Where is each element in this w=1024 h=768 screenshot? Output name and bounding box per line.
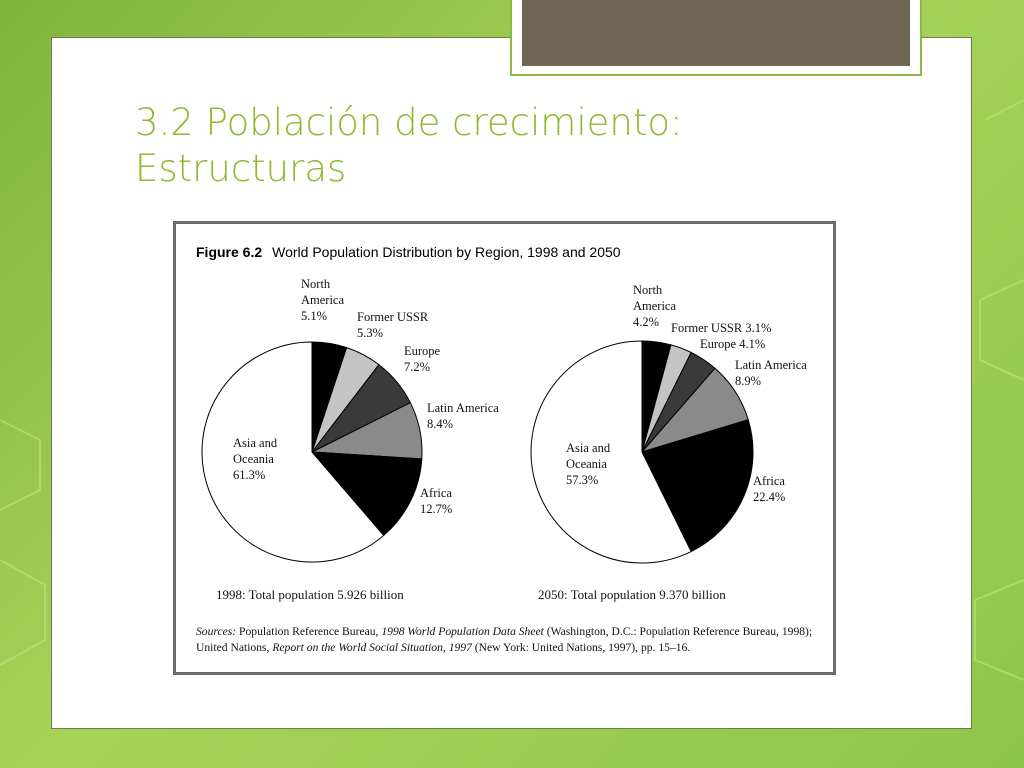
pie-slice-africa bbox=[310, 451, 423, 537]
slice-label-line: 4.2% bbox=[633, 315, 659, 329]
slice-label-line: America bbox=[633, 299, 676, 313]
slice-label-north-america: North America 5.1% bbox=[301, 277, 344, 323]
slice-label-line: Former USSR 3.1% bbox=[671, 321, 771, 335]
slice-label-line: 12.7% bbox=[420, 502, 452, 516]
slice-label-line: Europe 4.1% bbox=[700, 337, 765, 351]
sources-part-2: (Washington, D.C.: Population Reference … bbox=[196, 625, 813, 654]
slide-title-line-1: 3.2 Población de crecimiento: bbox=[135, 101, 683, 144]
slice-label-line: 7.2% bbox=[404, 360, 430, 374]
slice-label-line: Latin America bbox=[427, 401, 499, 415]
slice-label-europe: Europe 4.1% bbox=[700, 337, 765, 351]
slice-label-line: 22.4% bbox=[753, 490, 785, 504]
pie-chart-1: North America 5.1% Former USSR 5.3% Europe 7.2… bbox=[201, 277, 499, 602]
slice-label-line: Oceania bbox=[566, 457, 607, 471]
slice-label-former-ussr: Former USSR 3.1% bbox=[671, 321, 771, 335]
slice-label-line: 8.4% bbox=[427, 417, 453, 431]
slice-label-line: 5.3% bbox=[357, 326, 383, 340]
sources-italic-2: Report on the World Social Situation, 19… bbox=[272, 641, 472, 654]
slice-label-line: 5.1% bbox=[301, 309, 327, 323]
slice-label-line: Former USSR bbox=[357, 310, 429, 324]
figure-sources: Sources: Population Reference Bureau, 19… bbox=[196, 624, 826, 656]
pie-slice-africa bbox=[641, 419, 754, 553]
figure-caption: Figure 6.2 World Population Distribution … bbox=[196, 244, 621, 260]
slice-label-line: America bbox=[301, 293, 344, 307]
slice-label-line: Oceania bbox=[233, 452, 274, 466]
slice-label-line: Asia and bbox=[233, 436, 278, 450]
pie-slice-asia-and-oceania bbox=[530, 340, 692, 564]
pie-charts: North America 5.1% Former USSR 5.3% Europe 7.2… bbox=[201, 277, 807, 602]
sources-part-1: Population Reference Bureau, bbox=[236, 625, 382, 638]
slice-label-line: North bbox=[633, 283, 663, 297]
pie-total-label-2: 2050: Total population 9.370 billion bbox=[538, 587, 726, 602]
pie-chart-2: North America 4.2% Former USSR 3.1% Europe 4… bbox=[530, 283, 807, 602]
slice-label-line: Europe bbox=[404, 344, 441, 358]
sources-italic-1: 1998 World Population Data Sheet bbox=[381, 625, 544, 638]
pie-slice-asia-and-oceania bbox=[201, 341, 385, 563]
slide-title: 3.2 Población de crecimiento: Estructura… bbox=[135, 100, 935, 192]
slice-label-asia-and-oceania: Asia and Oceania 57.3% bbox=[566, 441, 611, 487]
slice-label-asia-and-oceania: Asia and Oceania 61.3% bbox=[233, 436, 278, 482]
slice-label-europe: Europe 7.2% bbox=[404, 344, 441, 374]
slice-label-line: 61.3% bbox=[233, 468, 265, 482]
slice-label-africa: Africa 22.4% bbox=[753, 474, 785, 504]
slice-label-latin-america: Latin America 8.9% bbox=[735, 358, 807, 388]
figure-panel: Figure 6.2 World Population Distribution … bbox=[173, 221, 836, 675]
figure-caption-text: World Population Distribution by Region,… bbox=[272, 244, 621, 260]
slice-label-line: 8.9% bbox=[735, 374, 761, 388]
slice-label-line: Latin America bbox=[735, 358, 807, 372]
sources-prefix: Sources: bbox=[196, 625, 237, 638]
slice-label-former-ussr: Former USSR 5.3% bbox=[357, 310, 429, 340]
slice-label-latin-america: Latin America 8.4% bbox=[427, 401, 499, 431]
slice-label-north-america: North America 4.2% bbox=[633, 283, 676, 329]
figure-label: Figure 6.2 bbox=[196, 244, 263, 260]
slide-title-line-2: Estructuras bbox=[135, 147, 347, 190]
slice-label-line: Asia and bbox=[566, 441, 611, 455]
pie-total-label-1: 1998: Total population 5.926 billion bbox=[216, 587, 404, 602]
slice-label-line: Africa bbox=[420, 486, 452, 500]
header-block bbox=[510, 0, 922, 76]
slice-label-line: Africa bbox=[753, 474, 785, 488]
sources-part-3: (New York: United Nations, 1997), pp. 15… bbox=[471, 641, 691, 654]
slice-label-line: 57.3% bbox=[566, 473, 598, 487]
slice-label-africa: Africa 12.7% bbox=[420, 486, 452, 516]
header-block-fill bbox=[522, 0, 910, 66]
slice-label-line: North bbox=[301, 277, 331, 291]
